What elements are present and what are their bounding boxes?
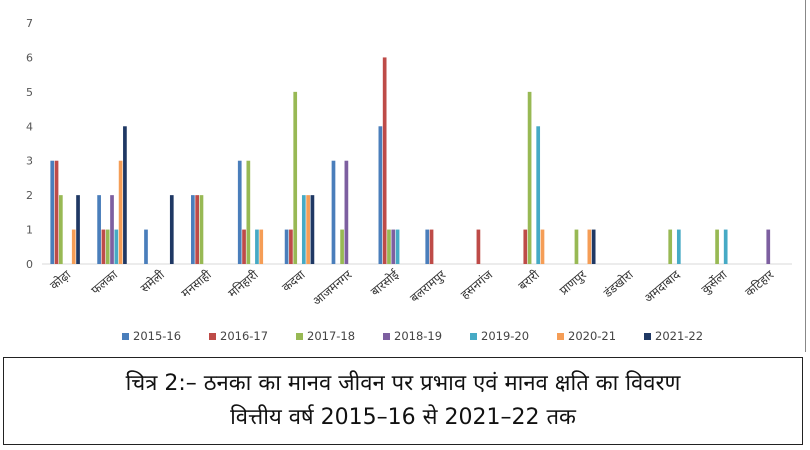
legend-label: 2017-18 bbox=[307, 329, 355, 343]
bar bbox=[766, 229, 771, 264]
x-tick-label: हसनगंज bbox=[458, 267, 496, 302]
bar bbox=[668, 229, 673, 264]
bar bbox=[118, 160, 123, 264]
bar bbox=[76, 195, 80, 264]
x-tick-label: बरारी bbox=[516, 267, 543, 293]
bar bbox=[523, 229, 528, 264]
legend-label: 2019-20 bbox=[481, 329, 529, 343]
bar bbox=[246, 160, 251, 264]
bar bbox=[123, 126, 127, 265]
bar bbox=[425, 229, 430, 264]
x-tick-label: डंडखोरा bbox=[600, 267, 636, 301]
bar bbox=[378, 126, 383, 265]
bar bbox=[71, 229, 76, 264]
frame-divider bbox=[805, 0, 806, 352]
bar bbox=[429, 229, 434, 264]
legend-label: 2020-21 bbox=[568, 329, 616, 343]
bar-chart: 0 1 2 3 4 5 6 7 कोढ़ा फलका समेली मनसाही मनिहारी कदवा आ… bbox=[26, 17, 792, 343]
bar bbox=[199, 195, 204, 264]
bar bbox=[259, 229, 264, 264]
bar bbox=[284, 229, 289, 264]
bar bbox=[715, 229, 719, 264]
bar bbox=[344, 160, 349, 264]
bar bbox=[676, 229, 681, 264]
bar bbox=[476, 229, 481, 264]
bar bbox=[58, 195, 63, 264]
x-tick-label: कटिहार bbox=[742, 267, 777, 299]
x-tick-label: मनिहारी bbox=[225, 267, 261, 300]
bar bbox=[114, 229, 119, 264]
bar bbox=[169, 195, 174, 264]
x-tick-label: अमदाबाद bbox=[641, 267, 683, 305]
chart-area: 0 1 2 3 4 5 6 7 कोढ़ा फलका समेली मनसाही मनिहारी कदवा आ… bbox=[26, 17, 792, 343]
figure-caption: चित्र 2:– ठनका का मानव जीवन पर प्रभाव एव… bbox=[3, 357, 803, 445]
legend-swatch bbox=[383, 333, 390, 340]
bar bbox=[310, 195, 315, 264]
bar bbox=[289, 229, 293, 264]
bar bbox=[536, 126, 541, 265]
bar bbox=[105, 229, 110, 264]
bar bbox=[306, 195, 310, 264]
bar bbox=[101, 229, 106, 264]
legend-swatch bbox=[557, 333, 564, 340]
bar bbox=[54, 160, 59, 264]
bar bbox=[255, 229, 259, 264]
x-tick-label: आजमनगर bbox=[310, 267, 356, 308]
y-tick-label: 1 bbox=[26, 224, 33, 237]
x-tick-label: बारसोई bbox=[368, 267, 402, 299]
bar bbox=[50, 160, 55, 264]
bar bbox=[97, 195, 101, 264]
x-tick-label: बलरामपुर bbox=[407, 267, 450, 306]
legend-swatch bbox=[644, 333, 651, 340]
legend-label: 2016-17 bbox=[220, 329, 268, 343]
y-tick-label: 2 bbox=[26, 189, 33, 202]
x-tick-label: कोढ़ा bbox=[47, 267, 74, 293]
bar bbox=[574, 229, 579, 264]
bar bbox=[110, 195, 114, 264]
legend-label: 2015-16 bbox=[133, 329, 181, 343]
bar bbox=[387, 229, 391, 264]
legend-label: 2018-19 bbox=[394, 329, 442, 343]
y-tick-label: 6 bbox=[26, 51, 33, 64]
legend-swatch bbox=[296, 333, 303, 340]
x-tick-label: समेली bbox=[138, 267, 168, 295]
bar bbox=[301, 195, 306, 264]
legend-label: 2021-22 bbox=[655, 329, 703, 343]
bar bbox=[540, 229, 545, 264]
y-tick-label: 4 bbox=[26, 120, 33, 133]
bar bbox=[723, 229, 728, 264]
y-tick-label: 0 bbox=[26, 258, 33, 271]
bar bbox=[293, 91, 298, 264]
bar bbox=[382, 57, 387, 264]
bar bbox=[144, 229, 148, 264]
legend-swatch bbox=[122, 333, 129, 340]
caption-line-2: वित्तीय वर्ष 2015–16 से 2021–22 तक bbox=[230, 405, 576, 430]
legend-swatch bbox=[470, 333, 477, 340]
x-tick-label: फलका bbox=[88, 267, 120, 297]
bar bbox=[195, 195, 200, 264]
bar bbox=[331, 160, 336, 264]
bar bbox=[391, 229, 396, 264]
bar bbox=[527, 91, 532, 264]
bar bbox=[591, 229, 596, 264]
x-tick-label: मनसाही bbox=[179, 267, 215, 300]
x-tick-label: कदवा bbox=[279, 267, 308, 295]
bar bbox=[191, 195, 195, 264]
y-tick-label: 3 bbox=[26, 155, 33, 168]
x-tick-label: प्राणपुर bbox=[557, 267, 591, 299]
bar bbox=[237, 160, 242, 264]
y-tick-label: 7 bbox=[26, 17, 33, 30]
y-tick-label: 5 bbox=[26, 86, 33, 99]
legend-swatch bbox=[209, 333, 216, 340]
bar bbox=[340, 229, 344, 264]
bar bbox=[587, 229, 592, 264]
bar bbox=[242, 229, 246, 264]
x-tick-label: कुर्सेला bbox=[699, 267, 731, 297]
bar bbox=[395, 229, 400, 264]
caption-line-1: चित्र 2:– ठनका का मानव जीवन पर प्रभाव एव… bbox=[125, 371, 681, 396]
